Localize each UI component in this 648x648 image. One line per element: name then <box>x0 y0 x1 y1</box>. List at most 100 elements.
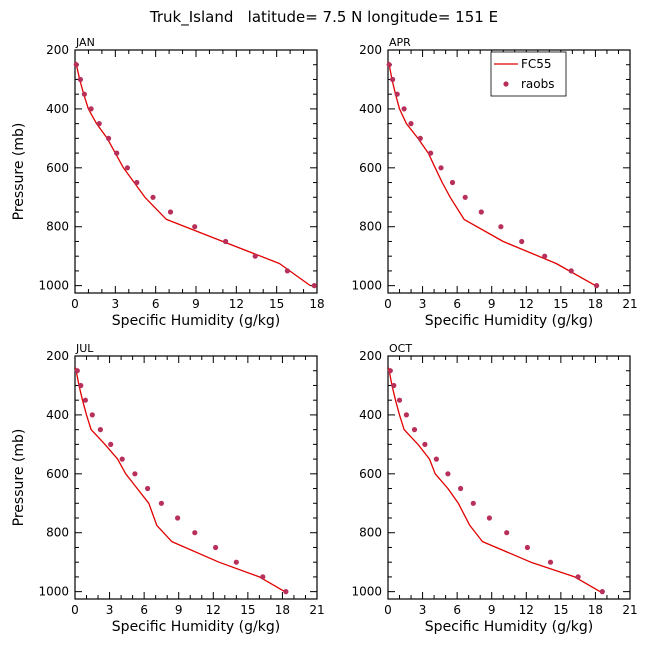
data-point-raobs <box>97 427 103 433</box>
x-tick-label: 0 <box>384 603 392 617</box>
data-point-raobs <box>524 544 531 551</box>
data-point-raobs <box>542 253 548 259</box>
data-point-raobs <box>134 179 140 186</box>
data-point-raobs <box>82 397 88 403</box>
x-tick-label: 21 <box>622 603 637 617</box>
data-point-raobs <box>458 485 464 492</box>
data-point-raobs <box>158 500 164 506</box>
data-point-raobs <box>252 253 258 259</box>
data-point-raobs <box>284 268 290 274</box>
y-tick-label: 200 <box>359 349 382 363</box>
data-point-raobs <box>223 238 229 245</box>
y-tick-label: 1000 <box>38 585 69 599</box>
data-point-raobs <box>114 150 120 156</box>
data-point-raobs <box>81 91 87 97</box>
data-point-raobs <box>78 382 84 389</box>
data-point-raobs <box>403 412 409 418</box>
y-tick-label: 600 <box>46 161 69 175</box>
series-line-fc55 <box>74 367 286 593</box>
x-tick-label: 0 <box>71 297 79 311</box>
data-point-raobs <box>396 397 403 403</box>
data-point-raobs <box>449 179 456 186</box>
data-point-raobs <box>132 471 138 477</box>
data-point-raobs <box>77 76 83 83</box>
y-tick-label: 800 <box>46 220 69 234</box>
data-point-raobs <box>260 574 266 580</box>
data-point-raobs <box>498 224 504 230</box>
panel-jan: JAN 0 3 6 9 12 15 18 200 400 600 800 1000 Specific Hu… <box>11 36 325 329</box>
legend-label-fc55: FC55 <box>521 57 552 71</box>
x-axis-label: Specific Humidity (g/kg) <box>112 313 280 329</box>
x-tick-label: 6 <box>140 603 148 617</box>
data-point-raobs <box>417 135 423 141</box>
data-point-raobs <box>73 62 79 68</box>
x-tick-label: 18 <box>275 603 290 617</box>
panel-jul: JUL 0 3 6 9 12 15 18 21 200 400 600 800 1000 Specific … <box>11 342 325 635</box>
data-point-raobs <box>401 106 407 112</box>
data-point-raobs <box>386 62 392 68</box>
legend-box <box>490 51 567 97</box>
x-tick-label: 6 <box>152 297 160 311</box>
data-point-raobs <box>390 76 396 83</box>
x-axis-label: Specific Humidity (g/kg) <box>425 313 593 329</box>
data-point-raobs <box>575 574 581 580</box>
x-tick-label: 9 <box>192 297 200 311</box>
data-point-raobs <box>106 135 112 141</box>
data-point-raobs <box>428 150 434 156</box>
data-point-raobs <box>486 515 492 521</box>
data-point-raobs <box>167 209 174 215</box>
y-tick-label: 1000 <box>351 585 382 599</box>
plot-frame <box>74 355 318 600</box>
x-tick-label: 12 <box>519 603 534 617</box>
data-point-raobs <box>89 412 95 418</box>
panel-label: OCT <box>389 342 412 355</box>
x-tick-label: 18 <box>588 297 603 311</box>
y-tick-label: 400 <box>46 408 69 422</box>
data-point-raobs <box>594 283 600 289</box>
x-tick-label: 21 <box>309 603 324 617</box>
y-axis-label: Pressure (mb) <box>11 123 27 221</box>
data-point-raobs <box>411 427 418 433</box>
y-tick-label: 400 <box>359 408 382 422</box>
y-tick-label: 1000 <box>38 279 69 293</box>
x-tick-label: 18 <box>309 297 324 311</box>
data-point-raobs <box>192 224 198 230</box>
data-point-raobs <box>408 121 414 127</box>
y-tick-label: 400 <box>359 102 382 116</box>
x-tick-label: 3 <box>106 603 114 617</box>
x-tick-label: 9 <box>488 603 496 617</box>
y-tick-label: 800 <box>359 220 382 234</box>
y-tick-label: 400 <box>46 102 69 116</box>
x-tick-label: 0 <box>71 603 79 617</box>
data-point-raobs <box>175 515 181 521</box>
data-point-raobs <box>438 165 444 171</box>
x-axis-label: Specific Humidity (g/kg) <box>425 619 593 635</box>
y-tick-label: 200 <box>46 43 69 57</box>
panel-apr: APR 0 3 6 9 12 15 18 21 200 400 600 800 1000 Specific … <box>351 36 637 329</box>
panel-oct: OCT 0 3 6 9 12 15 18 21 200 400 600 800 1000 Specific … <box>351 342 637 635</box>
x-tick-label: 21 <box>622 297 637 311</box>
y-tick-label: 800 <box>359 526 382 540</box>
data-point-raobs <box>462 194 468 200</box>
x-tick-label: 12 <box>229 297 244 311</box>
panel-label: JAN <box>75 36 95 49</box>
data-point-raobs <box>96 121 102 127</box>
data-point-raobs <box>599 589 605 595</box>
data-point-raobs <box>88 106 94 112</box>
x-tick-label: 3 <box>419 603 427 617</box>
y-tick-label: 600 <box>359 467 382 481</box>
legend-dot-swatch <box>503 81 509 87</box>
data-point-raobs <box>213 544 219 551</box>
figure-title: Truk_Island latitude= 7.5 N longitude= 1… <box>149 8 498 27</box>
x-axis-label: Specific Humidity (g/kg) <box>112 619 280 635</box>
data-point-raobs <box>311 283 317 289</box>
data-point-raobs <box>108 441 114 447</box>
data-point-raobs <box>504 530 510 536</box>
data-point-raobs <box>233 559 239 565</box>
data-point-raobs <box>391 382 397 389</box>
legend-label-raobs: raobs <box>521 77 555 91</box>
data-point-raobs <box>192 530 198 536</box>
x-tick-label: 3 <box>419 297 427 311</box>
series-line-fc55 <box>387 367 601 593</box>
